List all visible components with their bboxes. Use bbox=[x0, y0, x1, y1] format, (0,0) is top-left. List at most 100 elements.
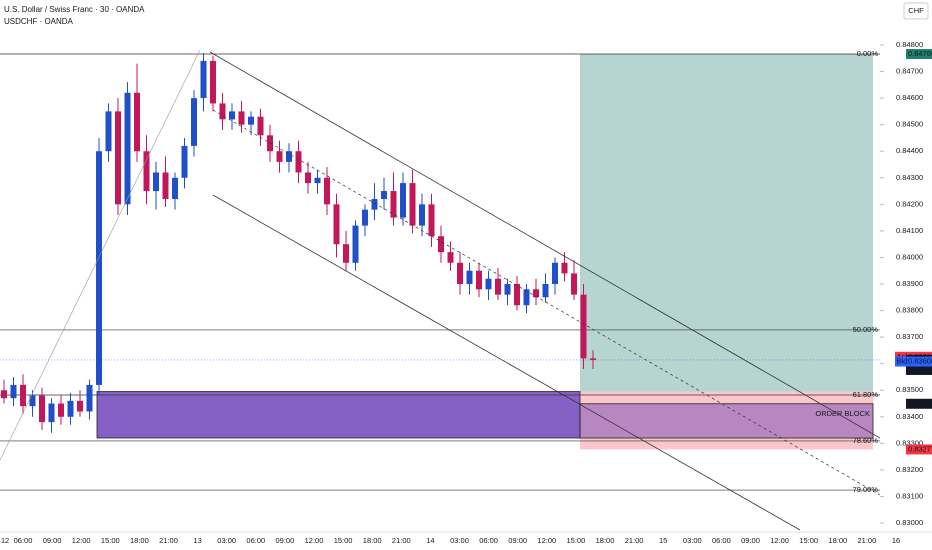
order-block bbox=[96, 391, 581, 439]
candle-body bbox=[390, 191, 397, 218]
candle-body bbox=[371, 199, 378, 210]
candle-body bbox=[305, 172, 311, 184]
price-tag-text: 0.83449 bbox=[908, 399, 932, 408]
candle-body bbox=[257, 116, 264, 136]
y-tick-label: 0.84700 bbox=[896, 67, 923, 76]
candle-body bbox=[476, 270, 482, 290]
target-zone bbox=[580, 54, 873, 392]
x-tick-label: 12:00 bbox=[770, 536, 789, 545]
symbol-subtitle: USDCHF · OANDA bbox=[4, 17, 74, 26]
y-tick-label: 0.84300 bbox=[896, 173, 923, 182]
symbol-title: U.S. Dollar / Swiss Franc · 30 · OANDA bbox=[4, 5, 145, 14]
candle-body bbox=[286, 151, 292, 162]
candle-body bbox=[143, 151, 150, 192]
x-tick-label: 15 bbox=[659, 536, 667, 545]
candle-body bbox=[295, 151, 302, 173]
price-tag bbox=[906, 49, 932, 60]
candle-body bbox=[381, 191, 387, 200]
candle-body bbox=[428, 204, 435, 237]
x-tick-label: 16 bbox=[892, 536, 900, 545]
candle-body bbox=[362, 209, 368, 226]
x-tick-label: 03:00 bbox=[683, 536, 702, 545]
x-tick-label: 12:00 bbox=[72, 536, 91, 545]
fib-label: 78.60% bbox=[853, 436, 879, 445]
fib-label: 79.00% bbox=[853, 485, 879, 494]
candle-body bbox=[419, 204, 425, 226]
price-tag-text: 0.84766 bbox=[908, 49, 932, 58]
candle-body bbox=[238, 111, 245, 125]
candle-body bbox=[438, 236, 444, 253]
y-tick-label: 0.83800 bbox=[896, 306, 923, 315]
y-tick-label: 0.83700 bbox=[896, 332, 923, 341]
candle-body bbox=[219, 103, 226, 120]
x-tick-label: 14 bbox=[426, 536, 434, 545]
candle-body bbox=[504, 284, 511, 295]
candle-body bbox=[1, 390, 7, 399]
x-tick-label: 15:00 bbox=[101, 536, 120, 545]
candle-body bbox=[561, 262, 568, 274]
x-tick-label: 03:00 bbox=[450, 536, 469, 545]
trend-line bbox=[0, 49, 201, 461]
x-tick-label: 06:00 bbox=[712, 536, 731, 545]
candle-body bbox=[276, 151, 283, 162]
price-axis bbox=[880, 0, 932, 532]
price-tag-text: 27:36 bbox=[908, 365, 927, 374]
x-tick-label: 12 bbox=[1, 536, 9, 545]
candle-body bbox=[400, 183, 406, 218]
candle-body bbox=[67, 400, 74, 417]
candle-body bbox=[134, 92, 140, 152]
x-tick-label: 15:00 bbox=[334, 536, 353, 545]
y-tick-label: 0.83300 bbox=[896, 438, 923, 447]
price-tag-text: 0.83608 bbox=[908, 357, 932, 366]
x-tick-label: 09:00 bbox=[276, 536, 295, 545]
y-tick-label: 0.83900 bbox=[896, 279, 923, 288]
y-tick-label: 0.83000 bbox=[896, 518, 923, 527]
candle-body bbox=[200, 60, 207, 99]
candle-body bbox=[105, 111, 112, 152]
candle-body bbox=[48, 403, 55, 423]
candle-body bbox=[533, 289, 539, 298]
x-tick-label: 06:00 bbox=[479, 536, 498, 545]
price-tag-text: 0.83277 bbox=[908, 444, 932, 453]
channel-mid bbox=[212, 109, 881, 496]
candle-body bbox=[77, 400, 83, 412]
candle-body bbox=[409, 183, 416, 226]
y-tick-label: 0.84800 bbox=[896, 40, 923, 49]
fib-label: 0.00% bbox=[857, 49, 879, 58]
price-tag bbox=[906, 364, 932, 375]
y-tick-label: 0.84000 bbox=[896, 252, 923, 261]
x-tick-label: 18:00 bbox=[363, 536, 382, 545]
x-tick-label: 18:00 bbox=[828, 536, 847, 545]
candle-body bbox=[457, 262, 463, 285]
x-tick-label: 03:00 bbox=[217, 536, 236, 545]
x-tick-label: 09:00 bbox=[508, 536, 527, 545]
candle-body bbox=[324, 177, 330, 205]
currency: CHF bbox=[908, 6, 924, 15]
x-tick-label: 12:00 bbox=[537, 536, 556, 545]
x-tick-label: 15:00 bbox=[567, 536, 586, 545]
x-tick-label: 15:00 bbox=[799, 536, 818, 545]
price-tag bbox=[906, 356, 932, 367]
candle-body bbox=[172, 177, 178, 200]
candle-body bbox=[58, 403, 64, 417]
currency-box[interactable] bbox=[903, 2, 929, 20]
candle-body bbox=[485, 278, 492, 290]
candle-body bbox=[229, 111, 235, 120]
candle-body bbox=[447, 252, 454, 263]
candle-body bbox=[495, 278, 501, 295]
candle-body bbox=[466, 270, 473, 285]
price-tag bbox=[906, 398, 932, 409]
candle-body bbox=[580, 294, 587, 359]
x-tick-label: 18:00 bbox=[596, 536, 615, 545]
candle-body bbox=[86, 384, 93, 412]
x-tick-label: 21:00 bbox=[858, 536, 877, 545]
stop-zone bbox=[580, 391, 873, 450]
y-tick-label: 0.84400 bbox=[896, 146, 923, 155]
x-tick-label: 21:00 bbox=[159, 536, 178, 545]
x-tick-label: 13 bbox=[193, 536, 201, 545]
candle-body bbox=[115, 111, 121, 205]
candle-body bbox=[124, 92, 131, 205]
candle-body bbox=[314, 177, 321, 184]
